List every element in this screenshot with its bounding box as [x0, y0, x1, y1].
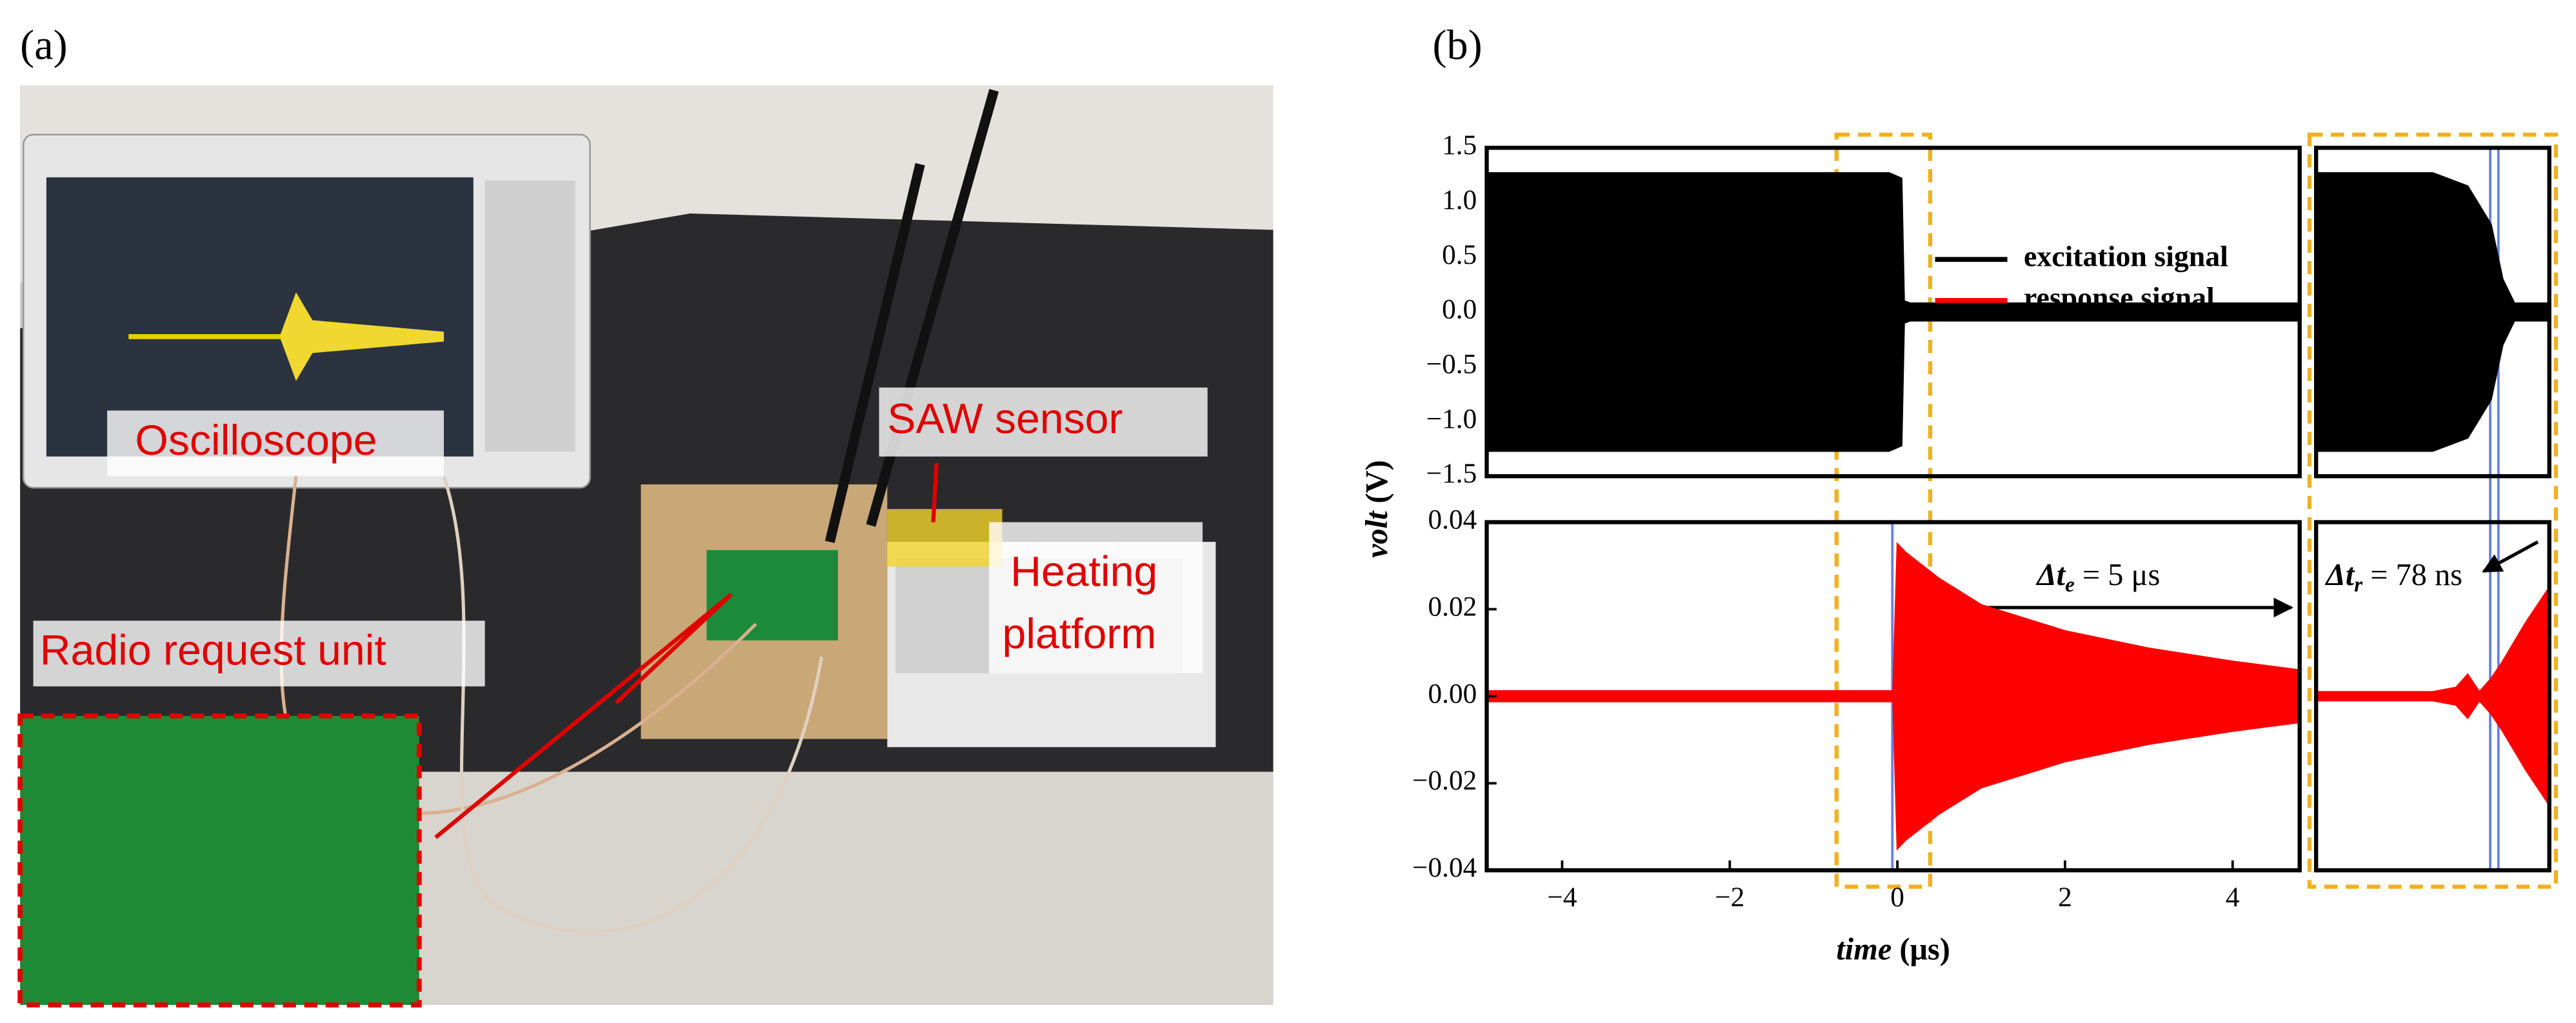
y-tick-label: 0.0 [1442, 294, 1477, 325]
y-tick-label: −0.04 [1412, 852, 1477, 883]
y-tick-label: 1.0 [1442, 184, 1477, 215]
signal-envelope [2315, 172, 2550, 313]
arrow [2482, 540, 2539, 573]
signal-envelope [2315, 584, 2550, 697]
y-tick-label: 0.5 [1442, 239, 1477, 270]
legend-label: response signal [2024, 281, 2215, 313]
y-tick-label: −0.02 [1412, 765, 1477, 796]
y-tick-label: 1.5 [1442, 130, 1477, 161]
photo-label: Radio request unit [40, 627, 386, 675]
annotation-part: Δt [2035, 558, 2066, 592]
x-tick-label: −4 [1547, 882, 1577, 913]
annotation-part: e [2065, 573, 2075, 596]
photo [17, 85, 1273, 1008]
y-tick-label: 0.04 [1428, 504, 1477, 535]
y-tick-label: −1.0 [1426, 403, 1477, 434]
y-axis-label-part: (V) [1360, 460, 1394, 511]
x-tick-label: −2 [1715, 882, 1744, 913]
zoom-box [1834, 132, 1933, 889]
zoom-box [2307, 132, 2558, 889]
y-tick-label: −1.5 [1426, 458, 1477, 489]
photo-label: platform [1003, 610, 1157, 658]
photo-label: Heating [1010, 548, 1157, 595]
annotation: Δtr = 78 ns [2324, 558, 2462, 596]
panel-label: (a) [20, 22, 67, 69]
annotation-part: r [2354, 573, 2363, 596]
x-axis-label-part: (μs) [1892, 933, 1950, 967]
legend-label: excitation signal [2024, 240, 2228, 273]
annotation-part: = 5 μs [2075, 558, 2160, 592]
annotation-part: = 78 ns [2362, 558, 2462, 592]
annotation: Δte = 5 μs [2035, 558, 2160, 596]
y-tick-label: 0.02 [1428, 591, 1477, 622]
y-tick-label: −0.5 [1426, 348, 1477, 379]
annotation-part: Δt [2324, 558, 2355, 592]
x-axis-label: time (μs) [1836, 933, 1950, 967]
y-axis-label: volt (V) [1360, 460, 1394, 558]
x-tick-label: 0 [1890, 882, 1904, 913]
y-tick-label: 0.00 [1428, 678, 1477, 709]
photo-label: SAW sensor [887, 395, 1123, 443]
photo-label: Oscilloscope [135, 417, 377, 464]
plot-frame [2313, 145, 2551, 479]
x-axis-label-part: time [1836, 933, 1892, 967]
signal-envelope [2315, 695, 2550, 808]
x-tick-label: 4 [2226, 882, 2240, 913]
signal-envelope [2315, 311, 2550, 452]
panel-label: (b) [1433, 22, 1483, 69]
y-axis-label-part: volt [1360, 510, 1394, 558]
signal-envelope [1486, 311, 2301, 452]
x-tick-label: 2 [2058, 882, 2072, 913]
plot-frame [2313, 520, 2551, 873]
